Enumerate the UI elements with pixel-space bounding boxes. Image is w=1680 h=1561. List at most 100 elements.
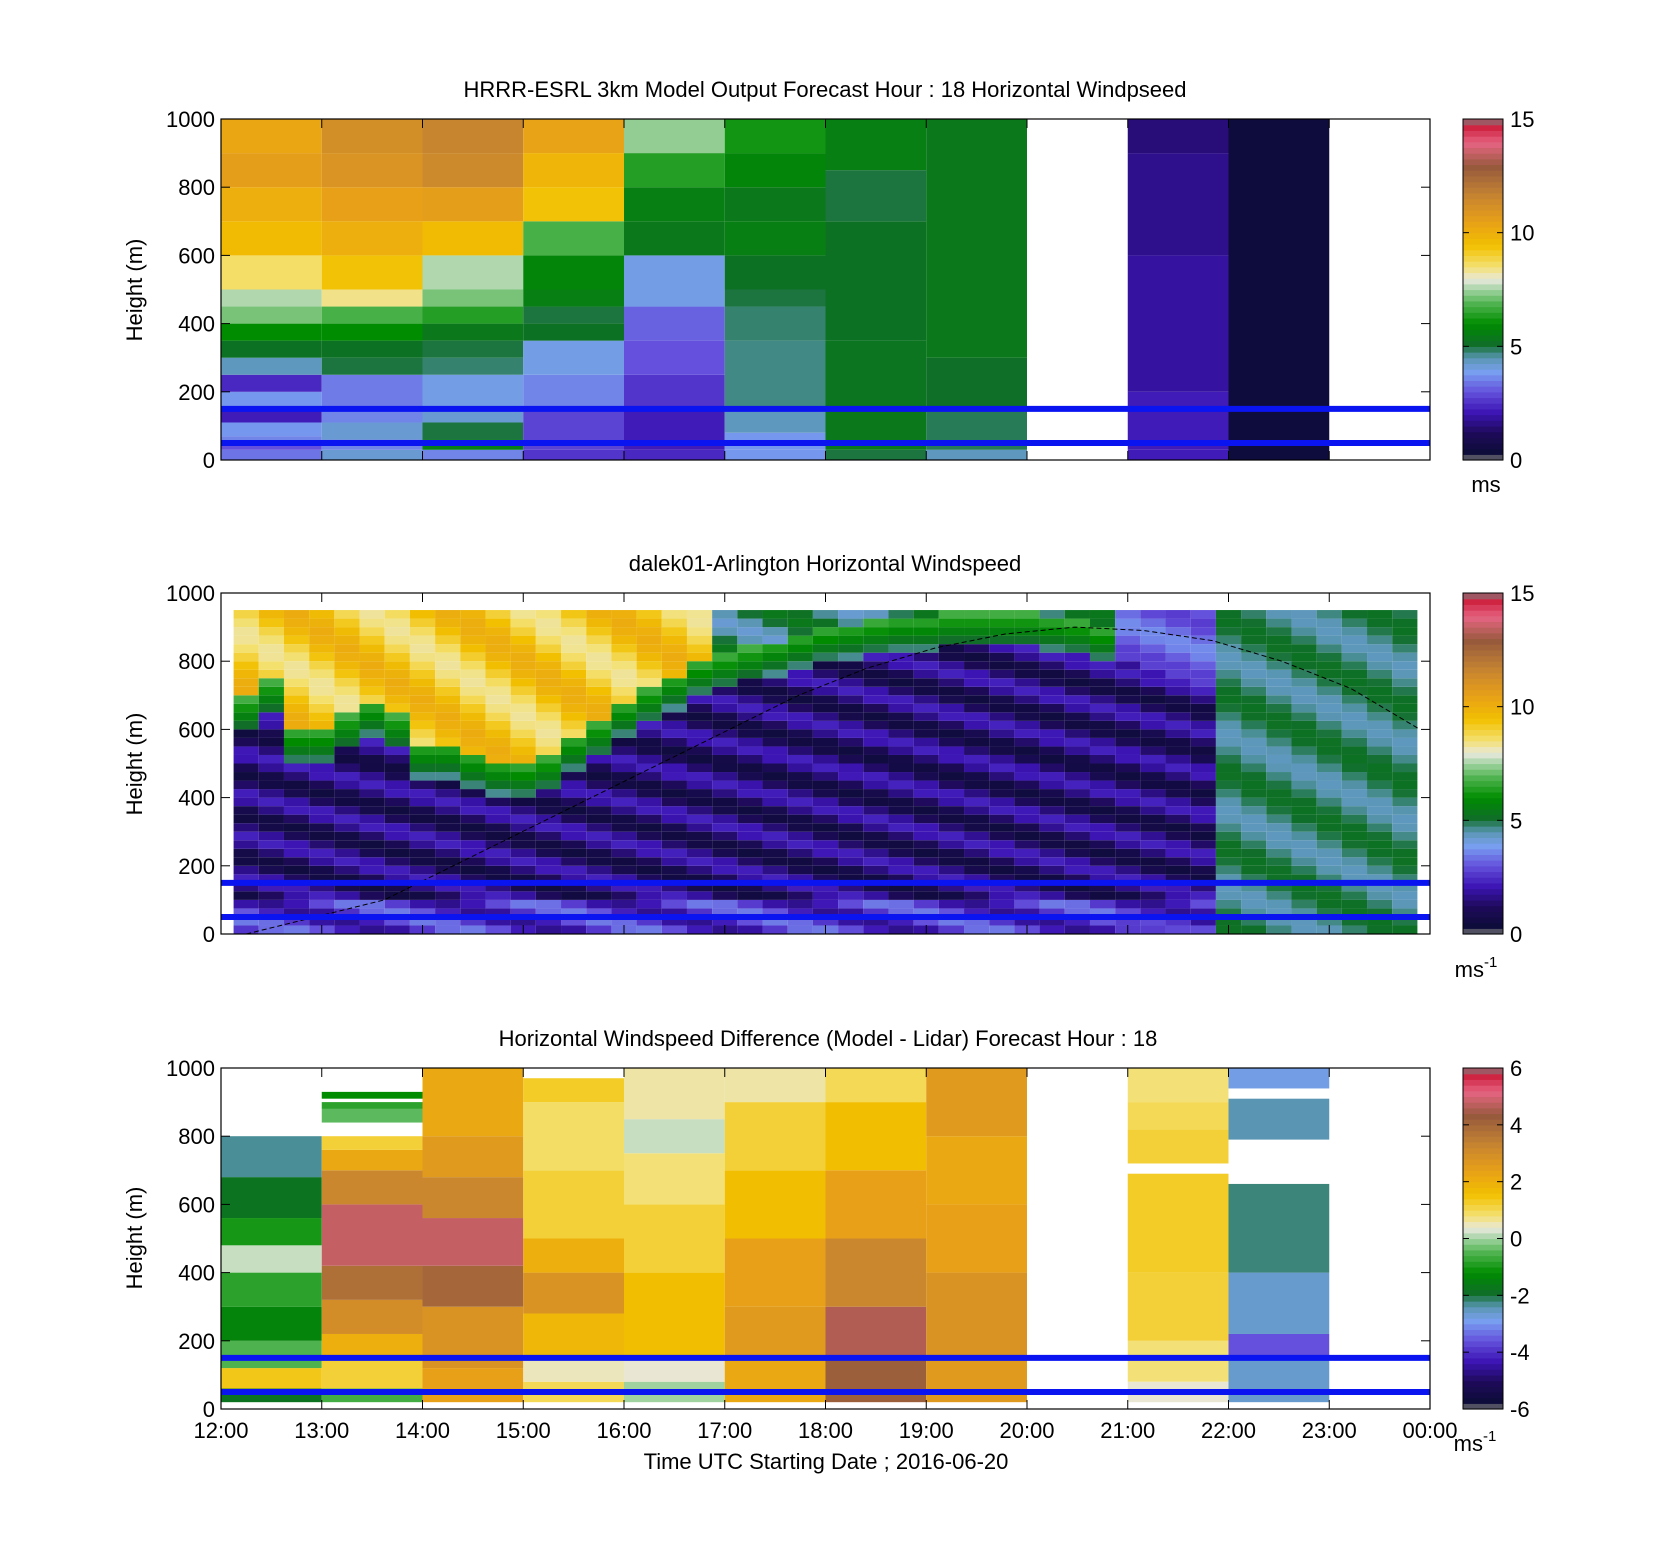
heatmap-cell <box>359 925 385 934</box>
x-tick-label: 20:00 <box>999 1418 1054 1443</box>
heatmap-cell <box>686 678 713 687</box>
heatmap-cell <box>535 729 562 738</box>
heatmap-cell <box>221 187 322 222</box>
heatmap-cell <box>1341 797 1368 807</box>
heatmap-cell <box>1241 899 1267 909</box>
colorbar-swatch <box>1463 752 1503 759</box>
heatmap-cell <box>888 703 914 713</box>
heatmap-cell <box>838 882 864 892</box>
heatmap-cell <box>812 772 839 781</box>
heatmap-cell <box>1316 763 1342 773</box>
heatmap-cell <box>863 797 889 807</box>
heatmap-cell <box>1064 729 1090 738</box>
heatmap-cell <box>561 891 587 900</box>
heatmap-cell <box>1140 703 1166 713</box>
heatmap-cell <box>787 831 813 841</box>
heatmap-cell <box>1064 916 1090 926</box>
colorbar-swatch <box>1463 831 1503 838</box>
heatmap-cell <box>586 678 612 687</box>
heatmap-cell <box>1228 1333 1330 1358</box>
heatmap-cell <box>926 1068 1027 1137</box>
colorbar-swatch <box>1463 632 1503 640</box>
heatmap-cell <box>586 797 612 807</box>
colorbar-swatch <box>1463 1301 1503 1308</box>
colorbar-swatch <box>1463 369 1503 376</box>
heatmap-cell <box>838 644 864 653</box>
heatmap-cell <box>787 610 813 619</box>
heatmap-cell <box>561 661 587 670</box>
heatmap-cell <box>1392 857 1418 866</box>
heatmap-cell <box>989 644 1015 653</box>
heatmap-cell <box>535 865 562 875</box>
colorbar-swatch <box>1463 119 1503 126</box>
heatmap-cell <box>1190 729 1216 738</box>
heatmap-cell <box>737 874 763 883</box>
heatmap-cell <box>1291 669 1317 679</box>
heatmap-cell <box>838 925 864 934</box>
heatmap-cell <box>1291 610 1317 619</box>
heatmap-cell <box>1215 627 1242 636</box>
heatmap-cell <box>586 848 612 858</box>
heatmap-cell <box>586 857 612 866</box>
heatmap-cell <box>636 925 662 934</box>
heatmap-cell <box>1341 737 1368 747</box>
heatmap-cell <box>1064 635 1090 645</box>
heatmap-cell <box>1316 678 1342 687</box>
heatmap-cell <box>221 153 322 188</box>
colorbar-tick-label: -6 <box>1510 1397 1530 1422</box>
colorbar-swatch <box>1463 860 1503 867</box>
colorbar-tick-label: 10 <box>1510 695 1534 720</box>
heatmap-cell <box>221 1245 322 1273</box>
heatmap-cell <box>1392 686 1418 696</box>
heatmap-cell <box>888 899 914 909</box>
heatmap-cell <box>1392 789 1418 798</box>
heatmap-cell <box>359 610 385 619</box>
heatmap-cell <box>1064 780 1090 790</box>
heatmap-cell <box>359 797 385 807</box>
heatmap-cell <box>1190 865 1216 875</box>
heatmap-cell <box>611 737 637 747</box>
heatmap-cell <box>1266 814 1292 824</box>
heatmap-cell <box>409 652 436 662</box>
heatmap-cell <box>1115 644 1141 653</box>
heatmap-cell <box>561 763 587 773</box>
colorbar-swatch <box>1463 1403 1503 1410</box>
heatmap-cell <box>1014 610 1040 619</box>
heatmap-cell <box>561 908 587 917</box>
heatmap-cell <box>838 661 864 670</box>
heatmap-cell <box>535 780 562 790</box>
heatmap-cell <box>1367 737 1393 747</box>
heatmap-cell <box>485 678 511 687</box>
heatmap-cell <box>724 1238 826 1307</box>
colorbar-swatch <box>1463 278 1503 285</box>
heatmap-cell <box>1316 899 1342 909</box>
heatmap-cell <box>888 865 914 875</box>
heatmap-cell <box>787 882 813 892</box>
heatmap-cell <box>611 797 637 807</box>
heatmap-cell <box>838 874 864 883</box>
heatmap-cell <box>624 340 725 375</box>
heatmap-cell <box>1241 789 1267 798</box>
heatmap-cell <box>283 661 310 670</box>
heatmap-cell <box>938 686 965 696</box>
heatmap-cell <box>661 891 687 900</box>
y-tick-label: 0 <box>203 1397 215 1422</box>
heatmap-cell <box>812 874 839 883</box>
heatmap-cell <box>283 754 310 764</box>
heatmap-cell <box>712 737 738 747</box>
heatmap-cell <box>787 891 813 900</box>
heatmap-cell <box>1367 916 1393 926</box>
heatmap-cell <box>661 669 687 679</box>
heatmap-cell <box>938 635 965 645</box>
heatmap-cell <box>724 449 826 460</box>
heatmap-cell <box>787 754 813 764</box>
heatmap-cell <box>1064 754 1090 764</box>
heatmap-cell <box>1140 754 1166 764</box>
heatmap-cell <box>510 797 536 807</box>
heatmap-cell <box>661 729 687 738</box>
heatmap-cell <box>611 891 637 900</box>
heatmap-cell <box>611 703 637 713</box>
heatmap-cell <box>435 780 461 790</box>
heatmap-cell <box>1316 746 1342 755</box>
heatmap-cell <box>989 823 1015 832</box>
